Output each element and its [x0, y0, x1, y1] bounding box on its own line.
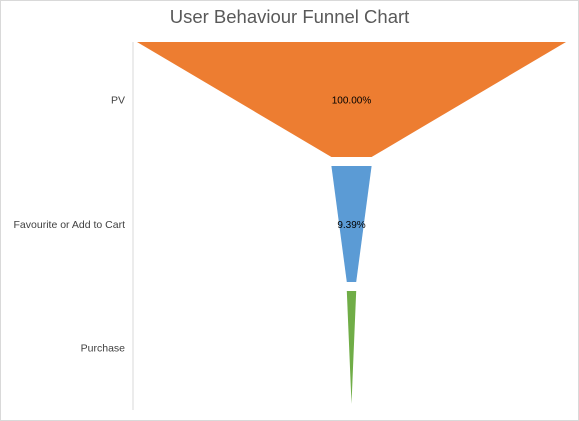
funnel-segment-2: [331, 166, 372, 282]
funnel-segment-1: [137, 42, 566, 157]
data-label-2: 9.39%: [337, 220, 365, 231]
funnel-segment-3: [346, 291, 357, 404]
data-label-1: 100.00%: [332, 96, 372, 107]
category-label-2: Favourite or Add to Cart: [14, 219, 126, 231]
data-labels: 100.00% 9.39%: [332, 96, 372, 232]
category-label-3: Purchase: [81, 343, 126, 355]
category-label-1: PV: [111, 95, 125, 107]
chart-title: User Behaviour Funnel Chart: [169, 6, 410, 27]
category-labels: PV Favourite or Add to Cart Purchase: [14, 95, 126, 355]
funnel-segments: [137, 42, 566, 404]
